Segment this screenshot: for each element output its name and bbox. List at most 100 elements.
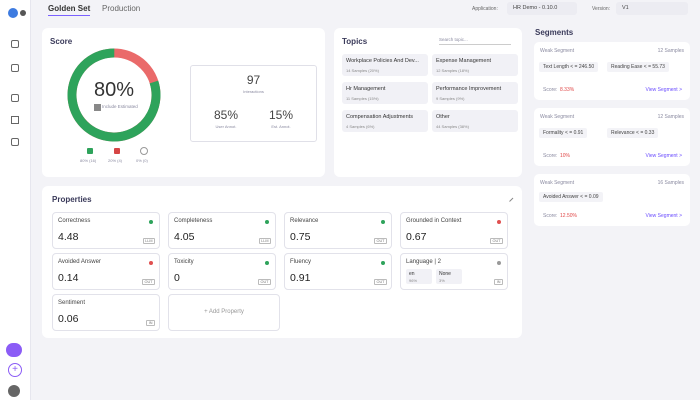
property-card[interactable]: Language | 2 en 96% None 3% IN [400,253,508,290]
segment-label: Weak Segment [540,180,575,186]
property-value: 0.91 [290,272,311,284]
tab[interactable]: Production [102,4,141,13]
collapse-button[interactable] [20,10,26,16]
property-badge: OUT [373,279,387,285]
label: Application: [472,6,498,12]
topic-samples: 14 Samples (20%) [346,68,379,73]
status-dot [265,261,269,265]
topic-item[interactable]: Expense Management 12 Samples (18%) [432,54,518,76]
property-card[interactable]: Sentiment 0.06 IN [52,294,160,331]
view-segment-link[interactable]: View Segment > [645,87,682,93]
property-name: Toxicity [174,259,194,265]
stat-label: Est. Annot. [271,124,291,129]
add-button[interactable]: + [8,363,22,377]
stats-box: 97 Interactions 85% User Annot. 15% Est.… [190,65,317,142]
property-card[interactable]: Relevance 0.75 OUT [284,212,392,249]
feedback-icon[interactable] [11,138,19,146]
properties-card: Properties Correctness 4.48 LLM Completenes… [42,186,522,338]
score-gauge [67,48,161,142]
segment-rule: Relevance < = 0.33 [607,128,659,138]
property-value: 4.05 [174,231,195,243]
property-name: Relevance [290,218,319,224]
home-icon[interactable] [11,40,19,48]
status-dot [381,261,385,265]
application-select[interactable]: HR Demo - 0.10.0 [507,2,577,15]
property-badge: IN [146,320,155,326]
segment-score: 8.33% [560,87,575,93]
card-title: Properties [52,195,92,204]
version-select[interactable]: V1 [616,2,688,15]
segment-rule: Text Length < = 246.50 [539,62,599,72]
segment-samples: 12 Samples [657,48,684,54]
stat-label: User Annot. [215,124,237,129]
logo [8,8,18,18]
property-card[interactable]: Fluency 0.91 OUT [284,253,392,290]
checkbox[interactable] [94,104,101,111]
thumbs-up-icon [87,148,93,154]
upload-button[interactable] [6,343,22,357]
property-card[interactable]: Grounded in Context 0.67 OUT [400,212,508,249]
score-label: Score: [543,213,558,219]
segment-label: Weak Segment [540,114,575,120]
topic-item[interactable]: Hr Management 11 Samples (15%) [342,82,428,104]
score-value: 80% [93,79,135,101]
language-part: None 3% [436,269,462,284]
property-value: 4.48 [58,231,79,243]
view-segment-link[interactable]: View Segment > [645,153,682,159]
property-card[interactable]: Toxicity 0 OUT [168,253,276,290]
property-badge: OUT [489,238,503,244]
topics-card: Topics Search topic... Workplace Policie… [334,28,522,177]
topic-name: Compensation Adjustments [346,114,413,120]
segment-samples: 12 Samples [657,114,684,120]
property-card[interactable]: Avoided Answer 0.14 OUT [52,253,160,290]
property-value: 0.14 [58,272,79,284]
add-property-button[interactable]: + Add Property [168,294,280,331]
status-dot [265,220,269,224]
segment-card: Weak Segment 12 Samples Text Length < = 24… [534,42,690,100]
label: Version: [592,6,611,12]
settings-icon[interactable] [11,116,19,124]
thumbs-down-icon [114,148,120,154]
user-avatar[interactable] [8,385,20,397]
topic-name: Workplace Policies And Dev... [346,58,419,64]
table-icon[interactable] [11,64,19,72]
topic-item[interactable]: Workplace Policies And Dev... 14 Samples … [342,54,428,76]
score-card: Score 80% Include Estimated 80% (16) 20%… [42,28,325,177]
topic-item[interactable]: Performance Improvement 9 Samples (9%) [432,82,518,104]
property-badge: IN [494,279,503,285]
topic-samples: 11 Samples (15%) [346,96,379,101]
tab[interactable]: Golden Set [48,4,91,16]
sidebar: + [0,0,31,400]
status-dot [497,220,501,224]
topic-item[interactable]: Compensation Adjustments 4 Samples (6%) [342,110,428,132]
property-name: Correctness [58,218,91,224]
unknown-icon [140,147,148,155]
property-badge: OUT [141,279,155,285]
legend-text: 0% (0) [136,158,148,163]
legend-text: 20% (4) [108,158,123,163]
property-badge: OUT [373,238,387,244]
language-part: en 96% [406,269,432,284]
property-card[interactable]: Correctness 4.48 LLM [52,212,160,249]
property-badge: OUT [257,279,271,285]
copy-icon[interactable] [11,94,19,102]
property-name: Completeness [174,218,213,224]
property-card[interactable]: Completeness 4.05 LLM [168,212,276,249]
status-dot [149,220,153,224]
property-value: 0 [174,272,180,284]
topic-name: Performance Improvement [436,86,502,92]
status-dot [381,220,385,224]
card-title: Topics [342,37,368,46]
legend-text: 80% (16) [80,158,97,163]
view-segment-link[interactable]: View Segment > [645,213,682,219]
property-value: 0.67 [406,231,427,243]
property-badge: LLM [142,238,155,244]
search-input[interactable]: Search topic... [439,37,511,45]
language-label: en [409,271,415,277]
edit-icon[interactable] [505,194,514,202]
topic-name: Other [436,114,450,120]
topic-item[interactable]: Other 44 Samples (38%) [432,110,518,132]
segment-score: 10% [560,153,571,159]
segment-card: Weak Segment 16 Samples Avoided Answer < =… [534,174,690,226]
property-badge: LLM [258,238,271,244]
